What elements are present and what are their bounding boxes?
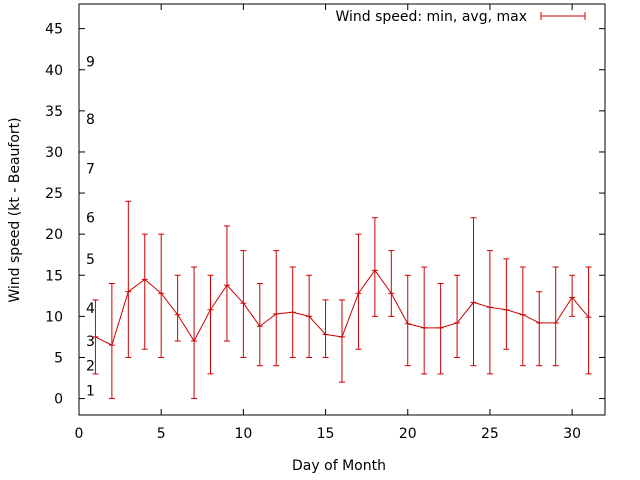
y-tick-label: 40 [45,63,63,79]
y-tick-label: 25 [45,186,63,202]
x-axis: 0 5 10 15 20 25 30 [75,4,581,442]
beaufort-label: 5 [86,252,95,268]
beaufort-label: 6 [86,211,95,227]
x-tick-label: 25 [481,426,499,442]
beaufort-label: 3 [86,334,95,350]
beaufort-label: 4 [86,301,95,317]
x-axis-label: Day of Month [292,458,386,474]
beaufort-label: 9 [86,55,95,71]
y-tick-label: 20 [45,227,63,243]
x-tick-label: 0 [75,426,84,442]
series-layer [92,200,592,400]
y-tick-label: 45 [45,22,63,38]
beaufort-labels: 1 2 3 4 5 6 7 8 9 [86,55,95,400]
y-axis-label: Wind speed (kt - Beaufort) [7,117,23,302]
y-tick-label: 0 [54,392,63,408]
beaufort-label: 8 [86,112,95,128]
x-tick-label: 30 [563,426,581,442]
y-tick-label: 35 [45,104,63,120]
y-tick-label: 30 [45,145,63,161]
plot-frame [78,3,606,416]
x-tick-label: 20 [399,426,417,442]
beaufort-label: 1 [86,383,95,399]
y-tick-label: 15 [45,268,63,284]
beaufort-label: 2 [86,359,95,375]
x-tick-label: 10 [234,426,252,442]
y-tick-label: 10 [45,309,63,325]
beaufort-label: 7 [86,161,95,177]
legend-label: Wind speed: min, avg, max [335,9,527,25]
y-tick-label: 5 [54,350,63,366]
legend: Wind speed: min, avg, max [335,9,586,25]
x-tick-label: 15 [317,426,335,442]
x-tick-label: 5 [157,426,166,442]
